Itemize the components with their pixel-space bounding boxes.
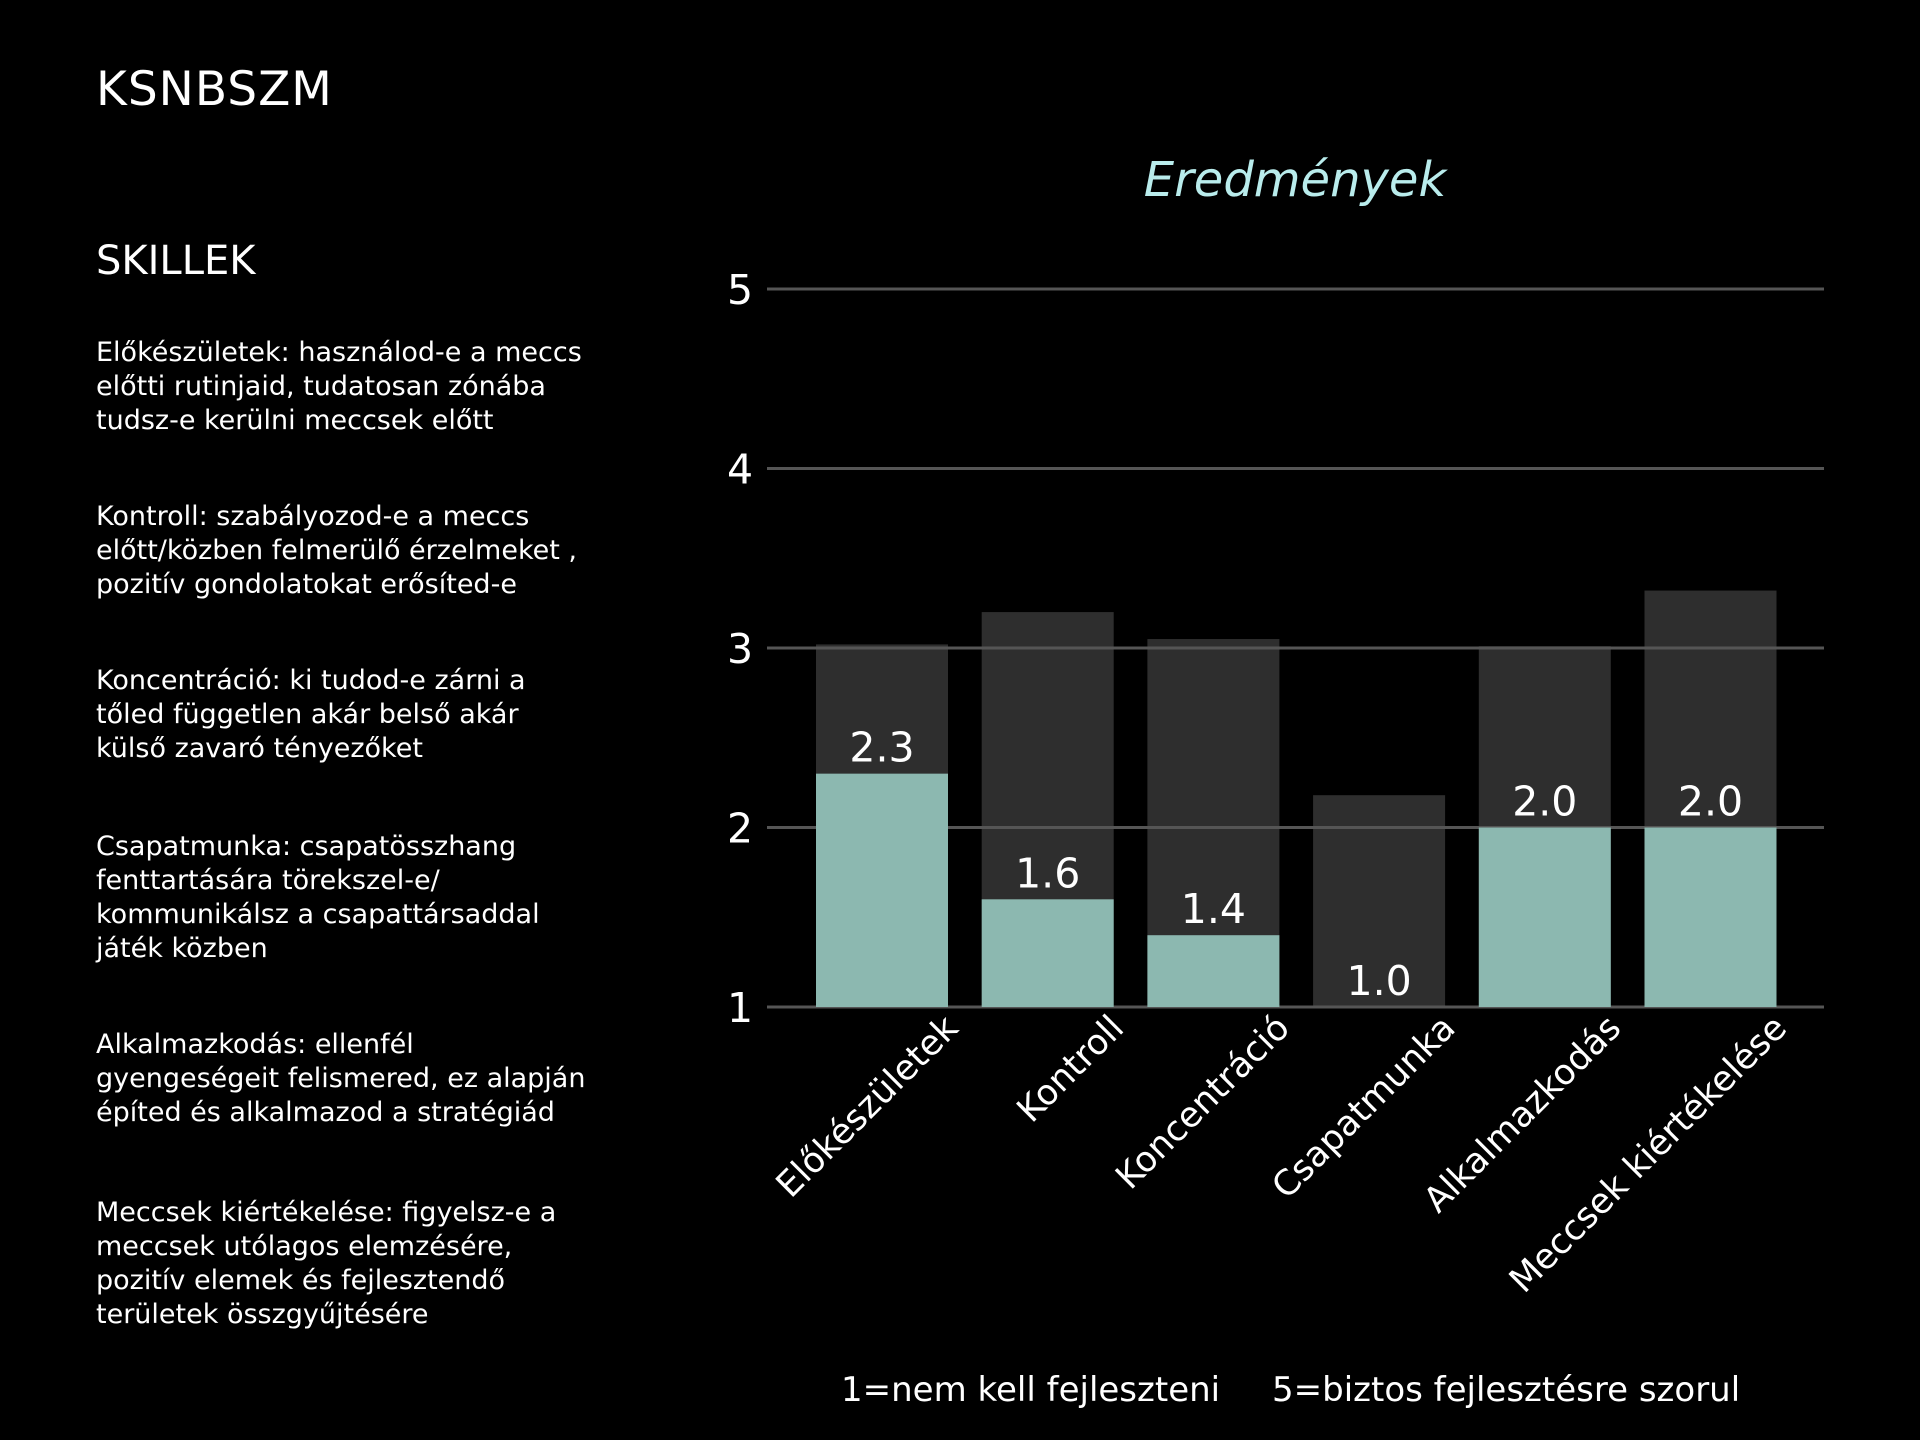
skill-description-concentration: Koncentráció: ki tudod-e zárni a tőled f… [96,665,526,764]
bar-score-2 [1147,935,1280,1007]
brand-title: KSNBSZM [96,62,333,117]
data-label-1: 1.6 [1015,849,1080,897]
x-tick-label-0: Előkészületek [769,1008,967,1206]
y-tick-label-5: 5 [727,266,753,314]
skills-heading: SKILLEK [96,238,256,284]
x-tick-label-1: Kontroll [1010,1008,1132,1130]
y-tick-label-2: 2 [727,805,753,853]
legend-low-meaning: 1=nem kell fejleszteni [841,1370,1221,1410]
data-label-5: 2.0 [1678,778,1743,826]
skill-description-preparation: Előkészületek: használod-e a meccs előtt… [96,337,582,436]
data-label-4: 2.0 [1512,778,1577,826]
legend-high-meaning: 5=biztos fejlesztésre szorul [1272,1370,1741,1410]
x-tick-label-2: Koncentráció [1108,1008,1297,1197]
chart-title: Eredmények [1144,152,1449,208]
bar-score-4 [1478,827,1611,1007]
y-tick-label-3: 3 [727,625,753,673]
skill-description-evaluation: Meccsek kiértékelése: figyelsz-e a meccs… [96,1197,557,1330]
bar-score-1 [981,899,1114,1007]
data-label-0: 2.3 [849,724,914,772]
skill-description-teamwork: Csapatmunka: csapatösszhang fenttartásár… [96,831,540,964]
bar-background-3 [1313,795,1446,1007]
data-label-2: 1.4 [1181,885,1246,933]
skill-description-adaptation: Alkalmazkodás: ellenfél gyengeségeit fel… [96,1029,586,1128]
y-tick-label-1: 1 [727,984,753,1032]
skill-description-control: Kontroll: szabályozod-e a meccs előtt/kö… [96,501,578,600]
bar-score-0 [816,773,948,1007]
data-label-3: 1.0 [1346,957,1411,1005]
bar-score-5 [1644,827,1777,1007]
x-tick-label-5: Meccsek kiértékelése [1502,1008,1795,1301]
y-tick-label-4: 4 [727,446,753,494]
